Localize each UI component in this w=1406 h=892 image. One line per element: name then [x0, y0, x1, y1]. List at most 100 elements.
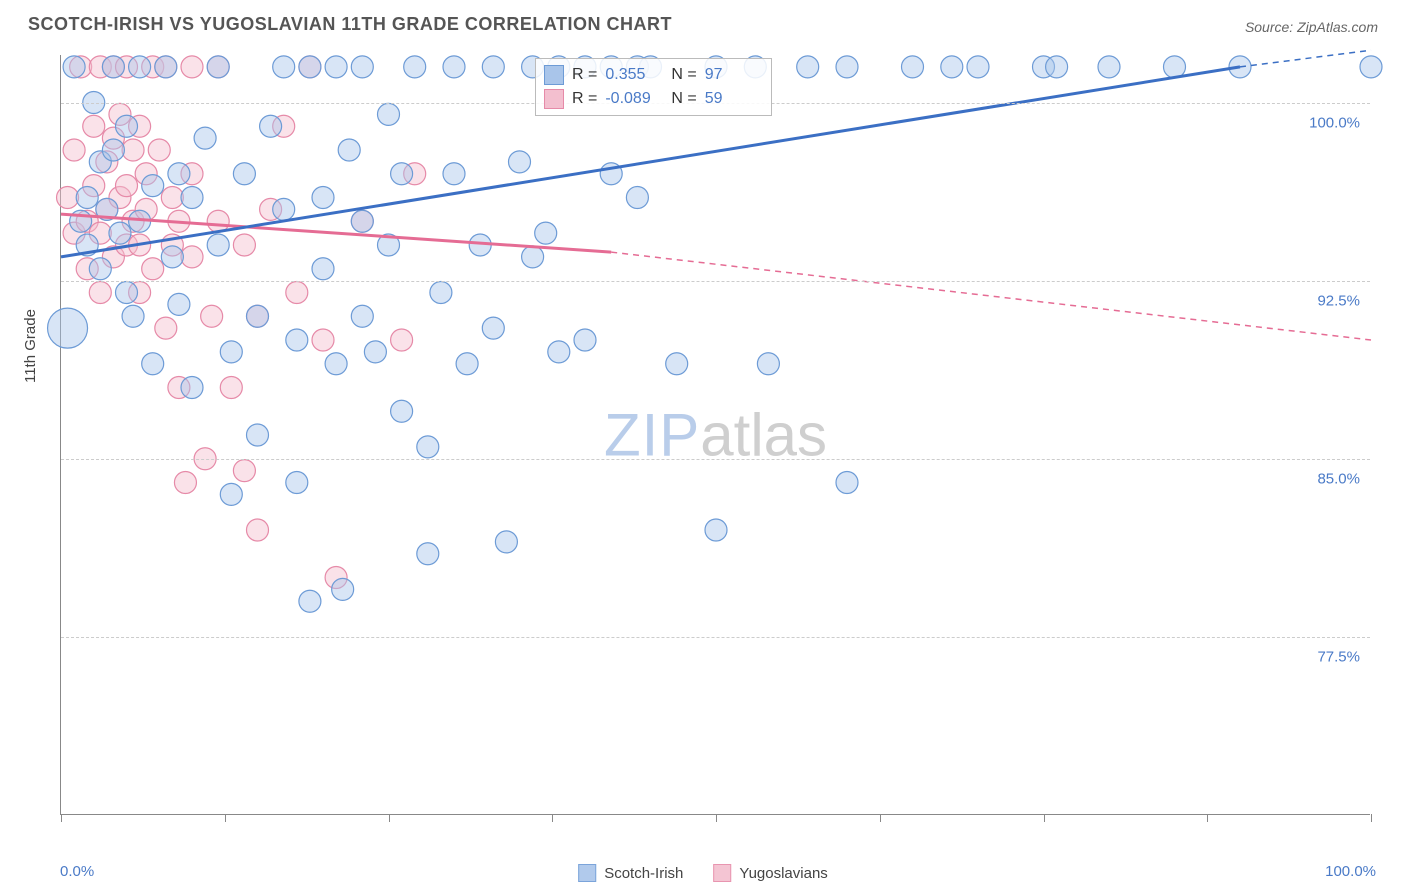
data-point	[89, 282, 111, 304]
data-point	[443, 56, 465, 78]
data-point	[509, 151, 531, 173]
data-point	[48, 308, 88, 348]
stats-r-label: R =	[572, 87, 597, 111]
x-tick	[225, 814, 226, 822]
data-point	[63, 139, 85, 161]
data-point	[168, 293, 190, 315]
stats-row: R =-0.089N =59	[544, 87, 763, 111]
data-point	[181, 56, 203, 78]
data-point	[89, 258, 111, 280]
data-point	[967, 56, 989, 78]
x-axis-min-label: 0.0%	[60, 863, 94, 880]
data-point	[207, 56, 229, 78]
x-tick	[389, 814, 390, 822]
data-point	[116, 175, 138, 197]
data-point	[378, 103, 400, 125]
stats-r-value: 0.355	[605, 63, 663, 87]
data-point	[941, 56, 963, 78]
data-point	[247, 519, 269, 541]
legend-item-yugoslavians: Yugoslavians	[713, 864, 827, 882]
data-point	[797, 56, 819, 78]
data-point	[174, 472, 196, 494]
data-point	[404, 56, 426, 78]
data-point	[705, 519, 727, 541]
data-point	[626, 187, 648, 209]
data-point	[286, 282, 308, 304]
data-point	[116, 282, 138, 304]
data-point	[325, 353, 347, 375]
data-point	[482, 317, 504, 339]
chart-plot-area: ZIPatlas 77.5%85.0%92.5%100.0%	[60, 55, 1370, 815]
data-point	[116, 115, 138, 137]
data-point	[391, 400, 413, 422]
scatter-plot-svg	[61, 55, 1370, 814]
data-point	[1046, 56, 1068, 78]
x-tick	[61, 814, 62, 822]
x-axis-max-label: 100.0%	[1325, 863, 1376, 880]
stats-n-value: 59	[705, 87, 763, 111]
data-point	[181, 246, 203, 268]
data-point	[495, 531, 517, 553]
data-point	[233, 460, 255, 482]
data-point	[102, 139, 124, 161]
y-tick-label: 77.5%	[1317, 648, 1360, 665]
source-attribution: Source: ZipAtlas.com	[1245, 19, 1378, 35]
data-point	[63, 56, 85, 78]
data-point	[312, 329, 334, 351]
data-point	[155, 317, 177, 339]
gridline-h	[61, 637, 1370, 638]
data-point	[430, 282, 452, 304]
stats-n-label: N =	[671, 87, 696, 111]
data-point	[122, 305, 144, 327]
data-point	[260, 115, 282, 137]
stats-swatch	[544, 89, 564, 109]
data-point	[76, 187, 98, 209]
x-tick	[1371, 814, 1372, 822]
data-point	[233, 163, 255, 185]
data-point	[57, 187, 79, 209]
data-point	[168, 163, 190, 185]
data-point	[122, 139, 144, 161]
data-point	[247, 305, 269, 327]
data-point	[351, 56, 373, 78]
stats-r-label: R =	[572, 63, 597, 87]
data-point	[233, 234, 255, 256]
data-point	[312, 187, 334, 209]
data-point	[155, 56, 177, 78]
chart-title: SCOTCH-IRISH VS YUGOSLAVIAN 11TH GRADE C…	[28, 14, 672, 35]
data-point	[1164, 56, 1186, 78]
data-point	[325, 56, 347, 78]
data-point	[181, 187, 203, 209]
data-point	[201, 305, 223, 327]
data-point	[1360, 56, 1382, 78]
data-point	[109, 222, 131, 244]
data-point	[129, 56, 151, 78]
data-point	[247, 424, 269, 446]
data-point	[338, 139, 360, 161]
data-point	[142, 258, 164, 280]
y-tick-label: 92.5%	[1317, 292, 1360, 309]
data-point	[181, 377, 203, 399]
stats-n-value: 97	[705, 63, 763, 87]
data-point	[482, 56, 504, 78]
data-point	[1098, 56, 1120, 78]
regression-line-dashed	[1240, 50, 1371, 67]
data-point	[391, 329, 413, 351]
data-point	[836, 56, 858, 78]
gridline-h	[61, 281, 1370, 282]
legend-label: Yugoslavians	[739, 865, 827, 882]
data-point	[102, 56, 124, 78]
data-point	[312, 258, 334, 280]
data-point	[220, 377, 242, 399]
data-point	[417, 543, 439, 565]
stats-n-label: N =	[671, 63, 696, 87]
data-point	[148, 139, 170, 161]
data-point	[548, 341, 570, 363]
x-tick	[552, 814, 553, 822]
y-tick-label: 85.0%	[1317, 470, 1360, 487]
data-point	[443, 163, 465, 185]
data-point	[456, 353, 478, 375]
y-tick-label: 100.0%	[1309, 114, 1360, 131]
data-point	[417, 436, 439, 458]
data-point	[220, 341, 242, 363]
